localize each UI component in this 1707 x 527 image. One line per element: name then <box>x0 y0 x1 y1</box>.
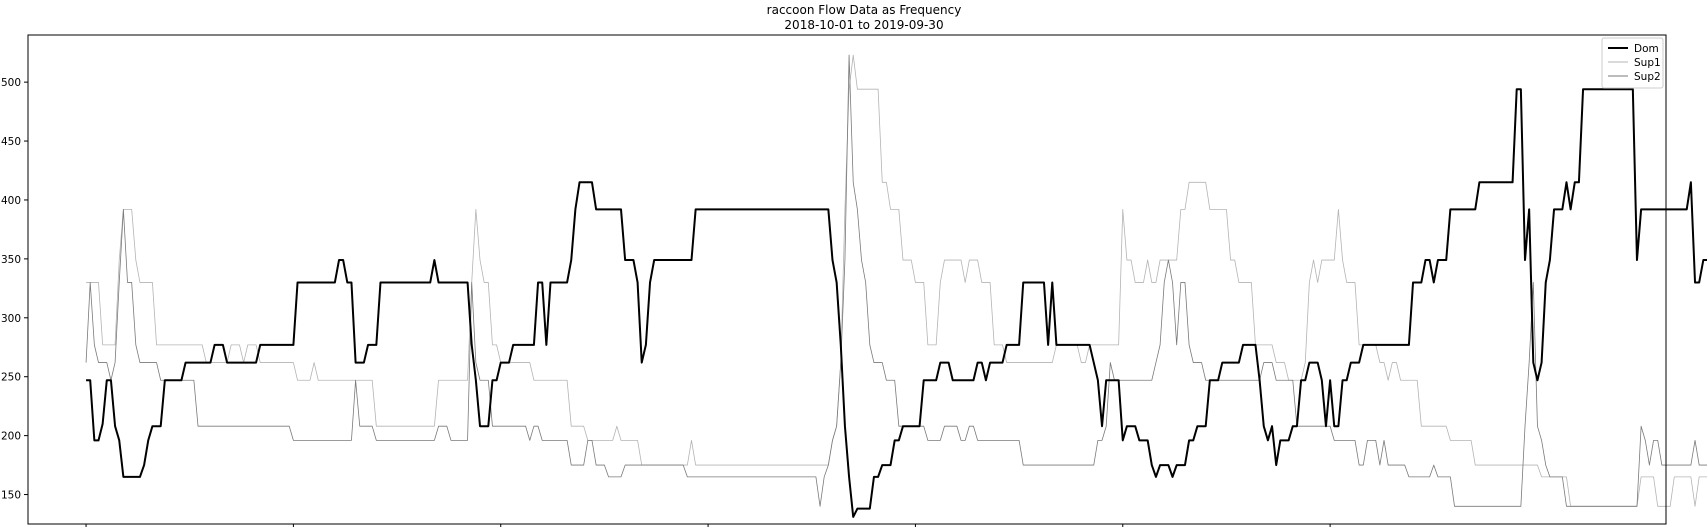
y-tick-label: 350 <box>1 254 21 266</box>
legend-label-sup2: Sup2 <box>1634 71 1661 83</box>
y-tick-label: 300 <box>1 313 21 325</box>
legend-label-dom: Dom <box>1634 43 1659 55</box>
legend-label-sup1: Sup1 <box>1634 57 1661 69</box>
y-axis-ticks: 150 200 250 300 350 400 450 500 <box>1 77 28 502</box>
series-line-sup2 <box>85 54 1707 507</box>
x-axis-ticks <box>85 524 1331 527</box>
chart-title: raccoon Flow Data as Frequency <box>767 3 962 17</box>
y-tick-label: 250 <box>1 372 21 384</box>
y-tick-label: 200 <box>1 431 21 443</box>
series-layer <box>85 54 1707 518</box>
y-tick-label: 500 <box>1 77 21 89</box>
plot-area-frame <box>27 34 1667 525</box>
y-tick-label: 450 <box>1 136 21 148</box>
series-line-dom <box>86 88 1707 518</box>
chart-subtitle: 2018-10-01 to 2019-09-30 <box>784 18 943 32</box>
series-line-sup1 <box>86 54 1707 507</box>
y-tick-label: 400 <box>1 195 21 207</box>
y-tick-label: 150 <box>1 490 21 502</box>
legend: Dom Sup1 Sup2 <box>1601 37 1664 89</box>
